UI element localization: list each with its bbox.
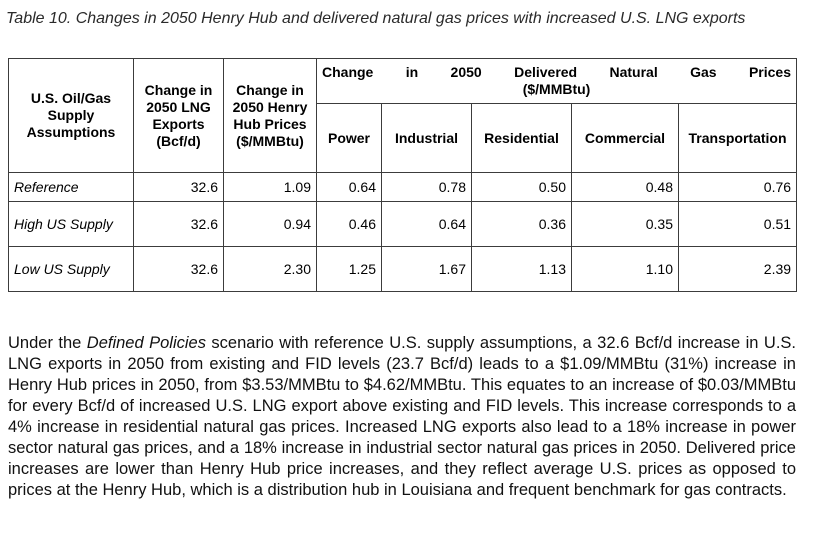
cell-lng: 32.6 — [133, 172, 224, 202]
cell-transportation: 0.51 — [677, 201, 798, 247]
cell-commercial: 0.35 — [571, 201, 679, 247]
cell-commercial: 0.48 — [571, 172, 679, 202]
cell-industrial: 0.78 — [381, 172, 472, 202]
delivered-word: Delivered — [514, 64, 578, 80]
cell-power: 0.46 — [316, 201, 382, 247]
cell-power: 1.25 — [316, 246, 382, 292]
body-paragraph: Under the Defined Policies scenario with… — [8, 333, 796, 501]
delivered-units: ($/MMBtu) — [522, 81, 591, 97]
cell-transportation: 2.39 — [677, 246, 798, 292]
row-label: Low US Supply — [8, 246, 134, 292]
cell-industrial: 0.64 — [381, 201, 472, 247]
table-caption: Table 10. Changes in 2050 Henry Hub and … — [6, 10, 746, 27]
delivered-word: in — [405, 64, 419, 80]
cell-henry-hub: 0.94 — [223, 201, 317, 247]
cell-henry-hub: 1.09 — [223, 172, 317, 202]
paragraph-text-rest: scenario with reference U.S. supply assu… — [8, 333, 796, 499]
cell-lng: 32.6 — [133, 201, 224, 247]
header-commercial: Commercial — [571, 103, 679, 173]
cell-henry-hub: 2.30 — [223, 246, 317, 292]
header-industrial: Industrial — [381, 103, 472, 173]
delivered-word: Prices — [748, 64, 791, 80]
cell-residential: 1.13 — [471, 246, 572, 292]
delivered-word: 2050 — [450, 64, 482, 80]
table-row: Low US Supply 32.6 2.30 1.25 1.67 1.13 1… — [8, 246, 798, 292]
delivered-title: Change in 2050 Delivered Natural Gas Pri… — [322, 64, 791, 81]
cell-industrial: 1.67 — [381, 246, 472, 292]
header-lng-exports: Change in 2050 LNG Exports (Bcf/d) — [133, 58, 224, 173]
price-change-table: U.S. Oil/Gas Supply Assumptions Change i… — [8, 58, 798, 292]
cell-residential: 0.36 — [471, 201, 572, 247]
delivered-word: Gas — [690, 64, 717, 80]
paragraph-text-start: Under the — [8, 333, 87, 352]
row-label: High US Supply — [8, 201, 134, 247]
cell-residential: 0.50 — [471, 172, 572, 202]
row-label: Reference — [8, 172, 134, 202]
delivered-word: Natural — [609, 64, 658, 80]
header-assumptions: U.S. Oil/Gas Supply Assumptions — [8, 58, 134, 173]
header-delivered-prices: Change in 2050 Delivered Natural Gas Pri… — [315, 58, 798, 104]
table-row: Reference 32.6 1.09 0.64 0.78 0.50 0.48 … — [8, 172, 798, 202]
cell-power: 0.64 — [316, 172, 382, 202]
scenario-name-emphasis: Defined Policies — [86, 333, 206, 352]
cell-lng: 32.6 — [133, 246, 224, 292]
table-row: High US Supply 32.6 0.94 0.46 0.64 0.36 … — [8, 201, 798, 247]
cell-commercial: 1.10 — [571, 246, 679, 292]
cell-transportation: 0.76 — [677, 172, 798, 202]
header-power: Power — [316, 103, 382, 173]
header-residential: Residential — [471, 103, 572, 173]
header-transportation: Transportation — [677, 103, 798, 173]
header-row-sectors: Power Industrial Residential Commercial … — [9, 103, 798, 173]
header-row-top: U.S. Oil/Gas Supply Assumptions Change i… — [8, 58, 798, 173]
delivered-word: Change — [322, 64, 374, 80]
header-henry-hub: Change in 2050 Henry Hub Prices ($/MMBtu… — [223, 58, 317, 173]
